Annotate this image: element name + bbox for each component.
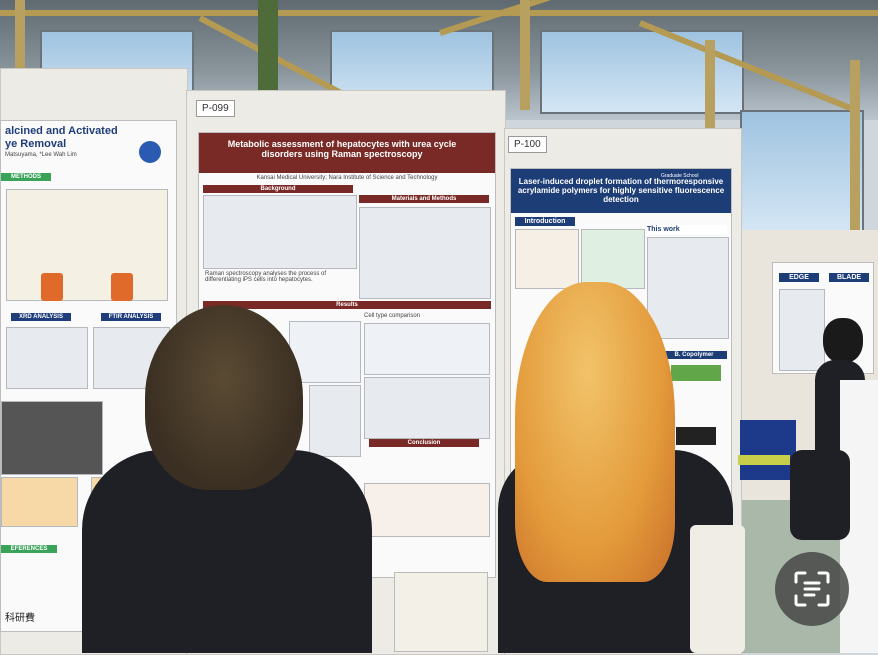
flask-icon [41, 273, 63, 301]
cell-image [364, 323, 490, 375]
xrd-chart [6, 327, 88, 389]
section-header: METHODS [1, 173, 51, 181]
handout-stack[interactable] [394, 572, 488, 652]
section-header: EFERENCES [1, 545, 57, 553]
chair [740, 420, 796, 480]
background-text: Raman spectroscopy analyses the process … [205, 271, 327, 283]
section-header: Materials and Methods [359, 195, 489, 203]
ceiling-truss [0, 10, 878, 16]
microscopy-image [676, 427, 716, 445]
poster-affiliation: Kansai Medical University; Nara Institut… [256, 175, 438, 181]
poster-title-line: alcined and Activated [5, 125, 118, 137]
hanging-banner [258, 0, 278, 95]
background-figure [203, 195, 357, 269]
poster-authors: Matsuyama, *Lee Wah Lim [5, 152, 77, 159]
this-work-figure [647, 237, 729, 339]
sem-image [1, 401, 103, 475]
raman-spectra-chart [364, 377, 490, 439]
poster-title-line: ye Removal [5, 137, 67, 150]
poster-footer-logo: 科研費 [5, 613, 35, 624]
section-header: Results [203, 301, 491, 309]
poster-title: Laser-induced droplet formation of therm… [517, 177, 725, 205]
steel-column [520, 0, 530, 110]
section-header: Introduction [515, 217, 575, 226]
text-scan-button[interactable] [775, 552, 849, 626]
person-background-hair [823, 318, 863, 363]
tote-bag [690, 525, 745, 653]
poster-far-right: EDGE BLADE [772, 262, 874, 374]
intro-figure [581, 229, 645, 289]
section-header: This work [647, 225, 727, 234]
section-header: Conclusion [369, 439, 479, 447]
section-header: BLADE [829, 273, 869, 282]
results-subtitle: Cell type comparison [364, 313, 421, 319]
person-left-hair [145, 305, 303, 490]
board-number-label: P-100 [508, 136, 547, 153]
flask-icon [111, 273, 133, 301]
chair-seat [738, 455, 790, 465]
section-header: XRD ANALYSIS [11, 313, 71, 321]
box-plot-chart [309, 385, 361, 457]
section-header: FTIR ANALYSIS [101, 313, 161, 321]
cell-image [289, 321, 361, 383]
section-header: Background [203, 185, 353, 193]
conclusion-box [364, 483, 490, 537]
methods-figure [6, 189, 168, 301]
section-header: B. Copolymer [661, 351, 727, 359]
fluorescence-image [671, 365, 721, 381]
intro-figure [515, 229, 579, 289]
steel-column [15, 0, 25, 70]
poster-title-band [511, 169, 731, 213]
methods-figure [359, 207, 491, 299]
shoulder-bag [790, 450, 850, 540]
text-scan-icon [794, 571, 830, 607]
person-right-hair [515, 282, 675, 582]
university-logo-icon [139, 141, 161, 163]
bar-chart [1, 477, 78, 527]
window [740, 110, 864, 234]
poster-title-band [199, 133, 495, 173]
steel-column [850, 60, 860, 230]
poster-tag: Graduate School [661, 173, 699, 179]
section-header: EDGE [779, 273, 819, 282]
poster-title: Metabolic assessment of hepatocytes with… [227, 139, 457, 160]
steel-column [705, 40, 715, 140]
board-number-label: P-099 [196, 100, 235, 117]
poster-figure [779, 289, 825, 371]
